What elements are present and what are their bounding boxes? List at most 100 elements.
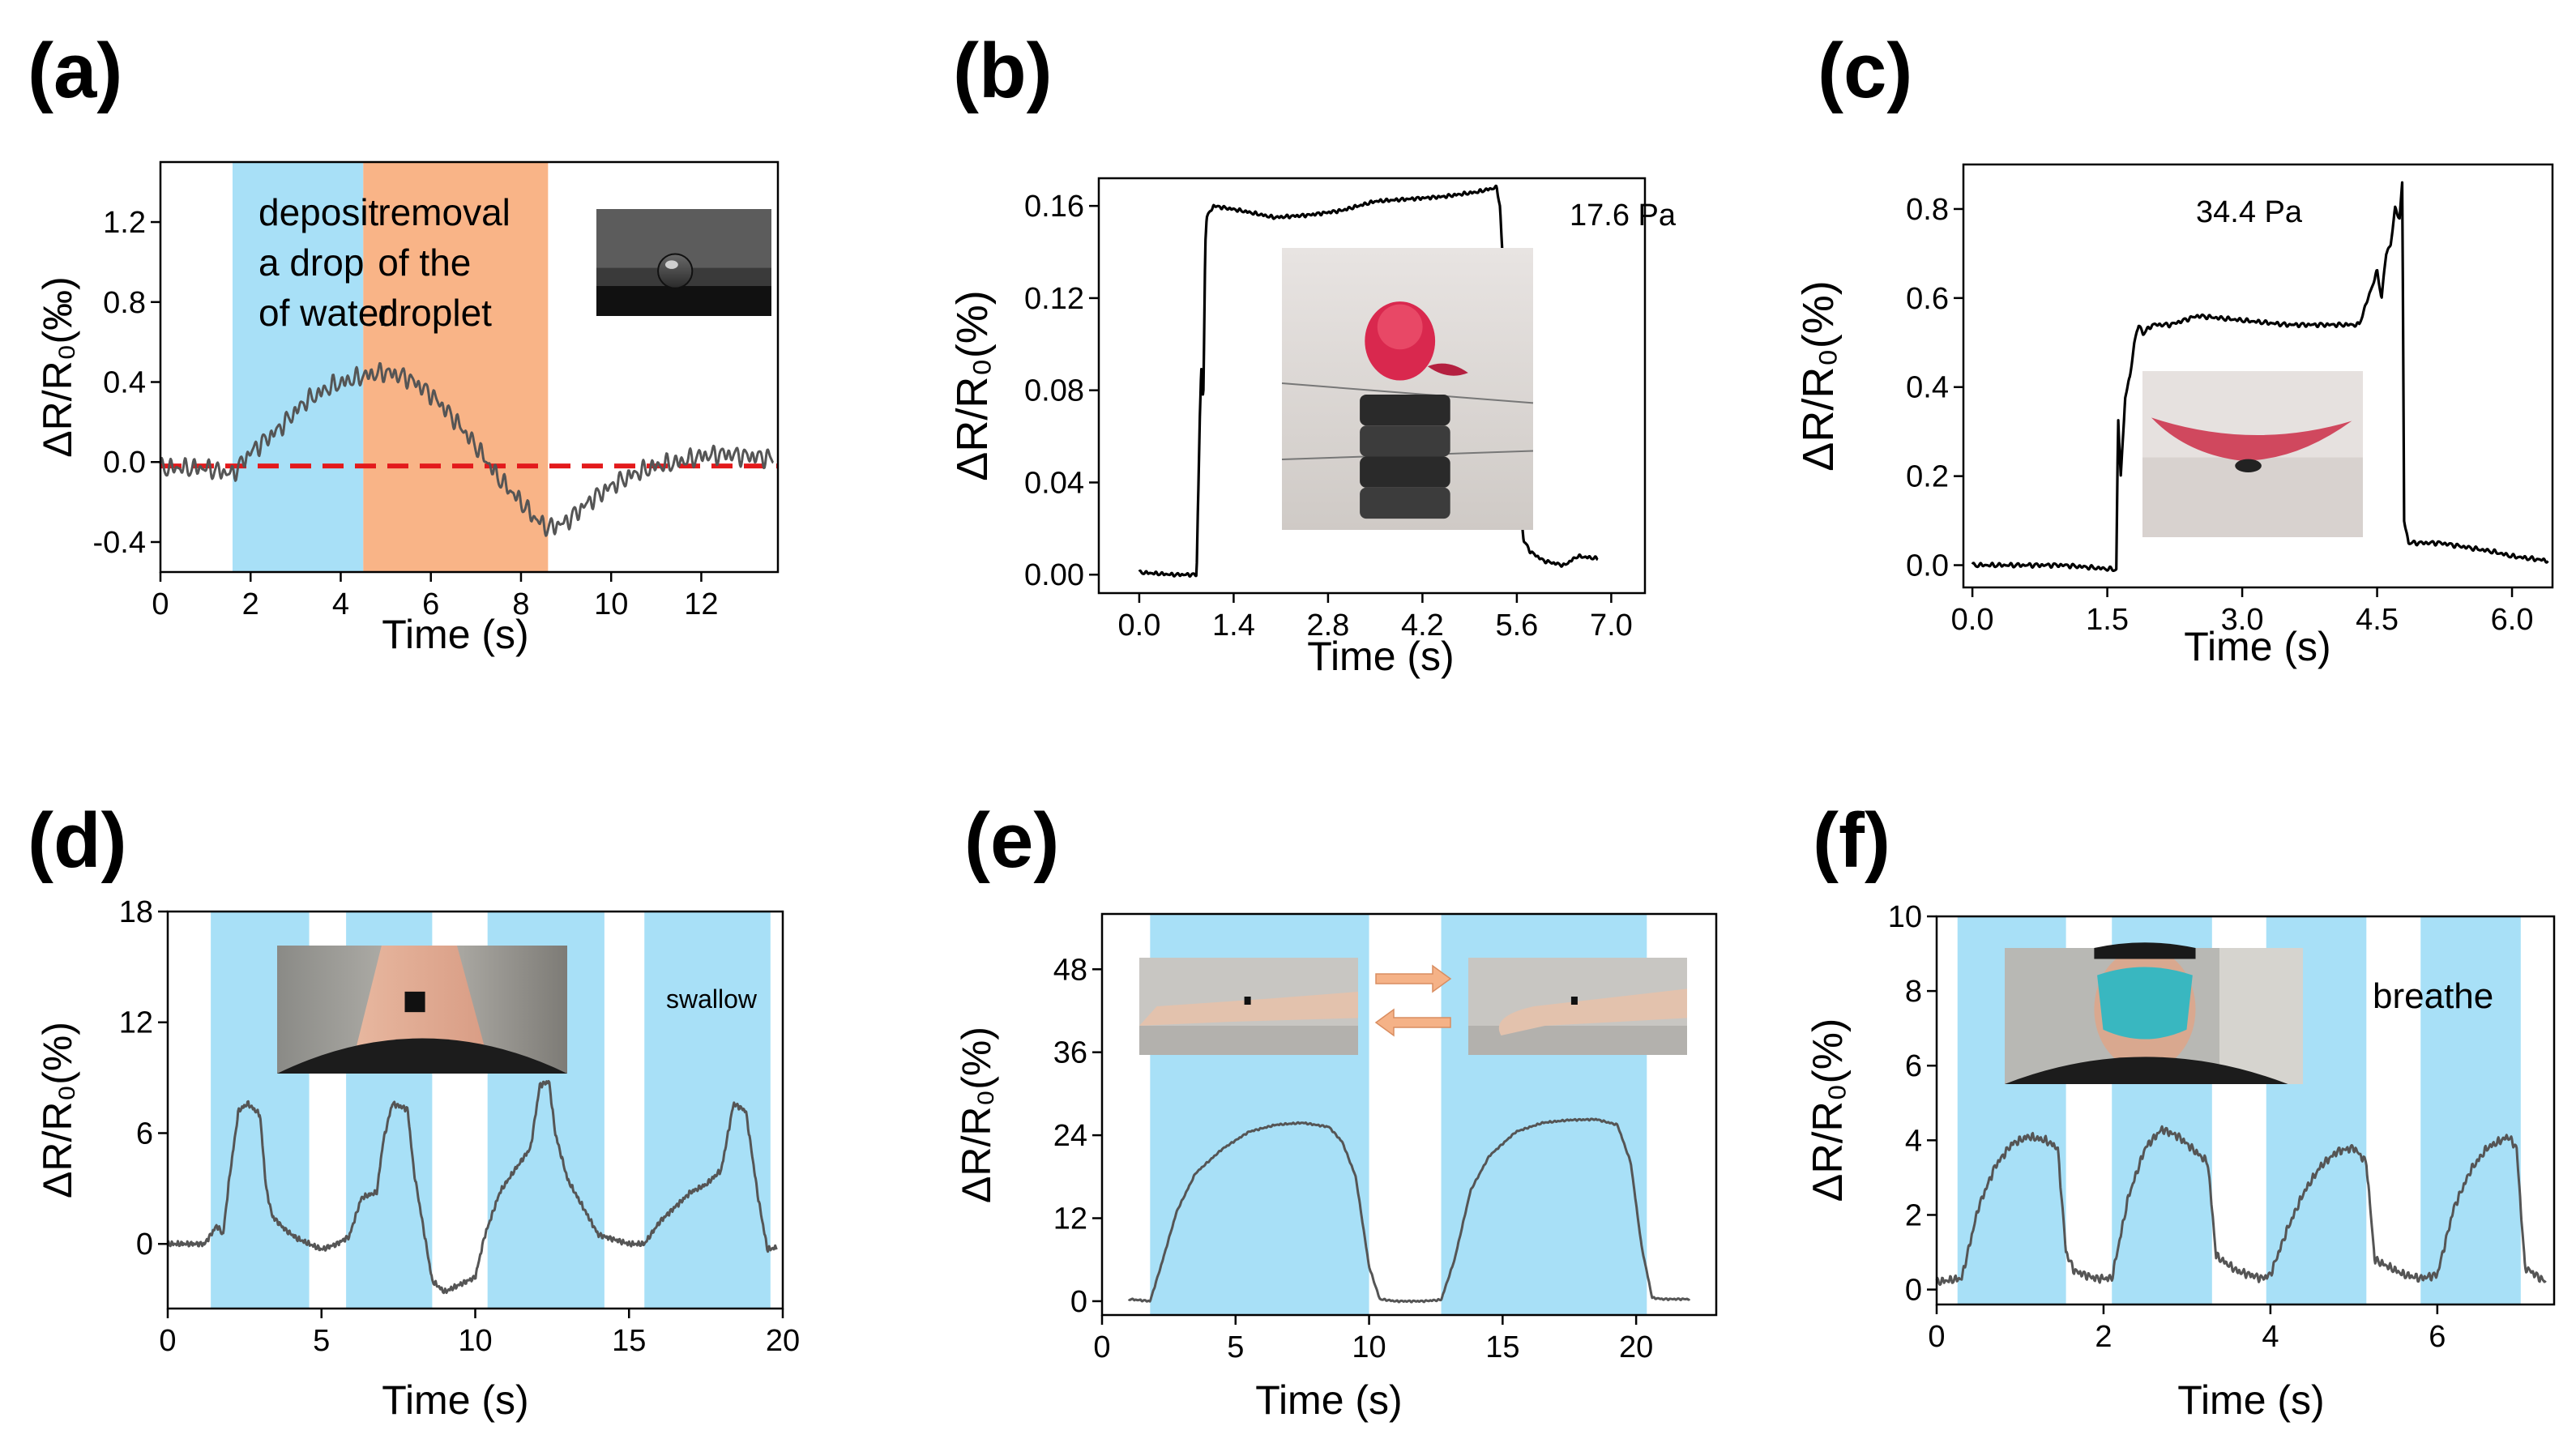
inset-mask-photo <box>2005 942 2303 1084</box>
x-tick-label: 6.0 <box>2491 603 2534 637</box>
pressure-annotation-c: 34.4 Pa <box>2196 195 2303 229</box>
panel-label-a: (a) <box>28 28 122 114</box>
y-tick-label: 18 <box>119 895 153 929</box>
mask <box>2097 967 2193 1040</box>
arm <box>1139 992 1358 1026</box>
panel-f: (f) 0 2 4 6 0 2 4 6 8 10 breathe Time (s) ΔR/R₀(%… <box>1805 797 2556 1423</box>
x-tick-label: 1.4 <box>1212 608 1255 643</box>
y-tick-label: 0.04 <box>1024 466 1084 500</box>
x-tick-label: 10 <box>1352 1330 1386 1364</box>
plot-a <box>159 160 780 574</box>
y-tick-label: 12 <box>119 1006 153 1040</box>
inset-flower-photo <box>1281 248 1534 530</box>
pressure-annotation-b: 17.6 Pa <box>1570 199 1677 233</box>
y-tick-label: 10 <box>1888 900 1922 934</box>
y-tick-label: 0.0 <box>103 446 146 480</box>
ticks-b: 0.0 1.4 2.8 4.2 5.6 7.0 0.00 0.04 0.08 0.12 0.16 <box>1024 190 1633 643</box>
y-tick-label: 8 <box>1905 975 1922 1009</box>
panel-label-b: (b) <box>953 28 1053 114</box>
y-tick-label: 0.8 <box>103 286 146 320</box>
y-tick-label: 0.0 <box>1906 549 1949 583</box>
region-label: of water <box>258 292 391 334</box>
x-axis-label-b: Time (s) <box>1307 634 1454 679</box>
shaded-region <box>644 912 771 1309</box>
plot-f <box>1935 915 2556 1306</box>
y-tick-label: 0.12 <box>1024 282 1084 316</box>
region-labels-a: deposit a drop of water removal of the drople… <box>258 191 511 334</box>
x-tick-label: 6 <box>2429 1320 2446 1354</box>
y-tick-label: 6 <box>1905 1049 1922 1083</box>
panel-b: (b) 0.0 1.4 2.8 4.2 5.6 7.00.000.040.080.120.… <box>948 28 1677 679</box>
panel-label-c: (c) <box>1818 28 1912 114</box>
y-axis-label-b: ΔR/R₀(%) <box>948 290 997 480</box>
region-label: a drop <box>258 241 364 284</box>
y-axis-label-c: ΔR/R₀(%) <box>1794 280 1843 471</box>
plot-frame <box>1097 177 1647 595</box>
y-tick-label: 12 <box>1053 1202 1087 1236</box>
panel-label-d: (d) <box>28 797 127 884</box>
x-tick-label: 6 <box>422 587 439 621</box>
ticks-a: 0 2 4 6 8 10 12 -0.4 0.0 0.4 0.8 1.2 <box>93 206 719 621</box>
x-tick-label: 5 <box>313 1324 330 1358</box>
y-tick-label: 1.2 <box>103 206 146 240</box>
petal <box>2151 417 2352 461</box>
x-tick-label: 4 <box>2262 1320 2279 1354</box>
panel-a: (a) deposit a drop of water removal of the dr… <box>28 28 780 657</box>
x-axis-label-d: Time (s) <box>382 1377 528 1423</box>
x-tick-label: 0.0 <box>1951 603 1994 637</box>
x-tick-label: 10 <box>458 1324 492 1358</box>
flower-petal <box>1377 304 1423 350</box>
y-tick-label: 0 <box>136 1228 153 1262</box>
sponge-layer <box>1360 456 1450 488</box>
y-axis-label-d: ΔR/R₀(%) <box>35 1022 80 1198</box>
x-tick-label: 20 <box>766 1324 800 1358</box>
region-label: droplet <box>378 292 492 334</box>
ticks-e: 0 5 10 15 20 0 12 24 36 48 <box>1053 953 1654 1364</box>
shaded-region <box>232 162 364 572</box>
sensor <box>1570 997 1578 1005</box>
series-line <box>166 1079 778 1295</box>
photo-base <box>596 286 771 316</box>
y-tick-label: 0.00 <box>1024 558 1084 592</box>
inset-neck-photo <box>277 946 567 1074</box>
shaded-region <box>2420 916 2521 1304</box>
series-line <box>1127 1117 1691 1304</box>
y-tick-label: 0.08 <box>1024 374 1084 408</box>
x-tick-label: 2 <box>242 587 259 621</box>
y-tick-label: 0 <box>1070 1285 1087 1319</box>
plot-frame <box>1100 912 1718 1317</box>
x-tick-label: 1.5 <box>2086 603 2129 637</box>
plot-frame <box>1935 915 2556 1306</box>
inset-wrist-photos <box>1139 958 1687 1055</box>
y-axis-label-e: ΔR/R₀(%) <box>954 1027 999 1203</box>
x-tick-label: 0 <box>1093 1330 1110 1364</box>
x-axis-label-c: Time (s) <box>2184 624 2330 669</box>
series-line <box>1971 181 2549 572</box>
left-arrow-icon <box>1374 1008 1451 1037</box>
sponge-layer <box>1360 487 1450 519</box>
region-label: of the <box>378 241 471 284</box>
hair <box>2094 942 2196 959</box>
sponge-layer <box>1360 394 1450 426</box>
x-tick-label: 4.5 <box>2356 603 2399 637</box>
x-tick-label: 8 <box>512 587 529 621</box>
panel-d: (d) 0 5 10 15 20 0 6 12 18 swallow Time (s) ΔR/R… <box>28 797 800 1423</box>
photo-table <box>1139 1026 1358 1055</box>
x-axis-label-e: Time (s) <box>1255 1377 1402 1423</box>
ticks-f: 0 2 4 6 0 2 4 6 8 10 <box>1888 900 2446 1354</box>
y-tick-label: 0.4 <box>103 366 146 400</box>
photo-wall <box>2219 948 2303 1084</box>
panel-label-f: (f) <box>1813 797 1890 884</box>
sponge-layer <box>1360 425 1450 457</box>
x-tick-label: 15 <box>1485 1330 1519 1364</box>
regions-a <box>232 162 549 572</box>
region-label: removal <box>378 191 511 233</box>
y-tick-label: 0.4 <box>1906 371 1949 405</box>
plot-frame <box>159 160 780 574</box>
ticks-d: 0 5 10 15 20 0 6 12 18 <box>119 895 800 1358</box>
x-tick-label: 0 <box>1928 1320 1945 1354</box>
x-tick-label: 5.6 <box>1495 608 1538 643</box>
shirt <box>277 1038 567 1074</box>
panel-c: (c) 0.0 1.5 3.0 4.5 6.0 0.0 0.2 0.4 0.6 0.8 34.4 … <box>1794 28 2554 669</box>
ticks-c: 0.0 1.5 3.0 4.5 6.0 0.0 0.2 0.4 0.6 0.8 <box>1906 193 2533 637</box>
